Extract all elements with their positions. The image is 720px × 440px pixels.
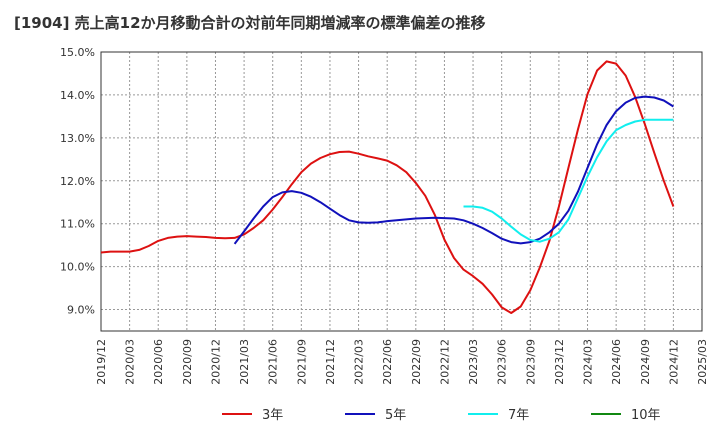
legend-label: 10年 <box>631 408 661 423</box>
series-line-5年 <box>233 95 674 245</box>
x-tick-label: 2024/09 <box>639 339 652 385</box>
x-tick-label: 2021/03 <box>238 339 251 385</box>
x-tick-label: 2024/03 <box>582 339 595 385</box>
x-tick-label: 2022/06 <box>381 339 394 385</box>
series-line-7年 <box>463 118 674 243</box>
y-tick-label: 10.0% <box>60 261 95 274</box>
chart-title: [1904] 売上高12か月移動合計の対前年同期増減率の標準偏差の推移 <box>14 14 486 32</box>
legend: 3年 5年 7年 10年 <box>222 408 661 423</box>
y-axis: 9.0% 10.0% 11.0% 12.0% 13.0% 14.0% 15.0% <box>60 46 95 317</box>
x-tick-label: 2023/06 <box>496 339 509 385</box>
plot-border <box>100 51 703 332</box>
x-tick-label: 2019/12 <box>95 339 108 385</box>
x-axis: 2019/12 2020/03 2020/06 2020/09 2020/12 2021/… <box>95 339 709 385</box>
x-tick-label: 2020/03 <box>124 339 137 385</box>
x-tick-label: 2021/12 <box>324 339 337 385</box>
x-tick-label: 2023/09 <box>524 339 537 385</box>
y-tick-label: 14.0% <box>60 89 95 102</box>
x-tick-label: 2020/12 <box>209 339 222 385</box>
y-tick-label: 13.0% <box>60 132 95 145</box>
x-tick-label: 2022/12 <box>438 339 451 385</box>
x-tick-label: 2021/09 <box>295 339 308 385</box>
legend-label: 7年 <box>508 408 529 423</box>
y-tick-label: 9.0% <box>67 304 95 317</box>
series-line-3年 <box>100 60 675 314</box>
x-tick-label: 2020/06 <box>152 339 165 385</box>
y-tick-label: 12.0% <box>60 175 95 188</box>
x-tick-label: 2024/06 <box>610 339 623 385</box>
grid <box>100 51 703 331</box>
x-tick-label: 2022/03 <box>353 339 366 385</box>
x-tick-label: 2023/12 <box>553 339 566 385</box>
x-tick-label: 2020/09 <box>181 339 194 385</box>
y-tick-label: 15.0% <box>60 46 95 59</box>
y-tick-label: 11.0% <box>60 218 95 231</box>
x-tick-label: 2025/03 <box>696 339 709 385</box>
x-tick-label: 2024/12 <box>667 339 680 385</box>
plot-frame <box>100 51 703 332</box>
x-tick-label: 2022/09 <box>410 339 423 385</box>
series-lines <box>100 60 675 314</box>
legend-label: 5年 <box>385 408 406 423</box>
x-tick-label: 2023/03 <box>467 339 480 385</box>
legend-label: 3年 <box>262 408 283 423</box>
x-tick-label: 2021/06 <box>267 339 280 385</box>
